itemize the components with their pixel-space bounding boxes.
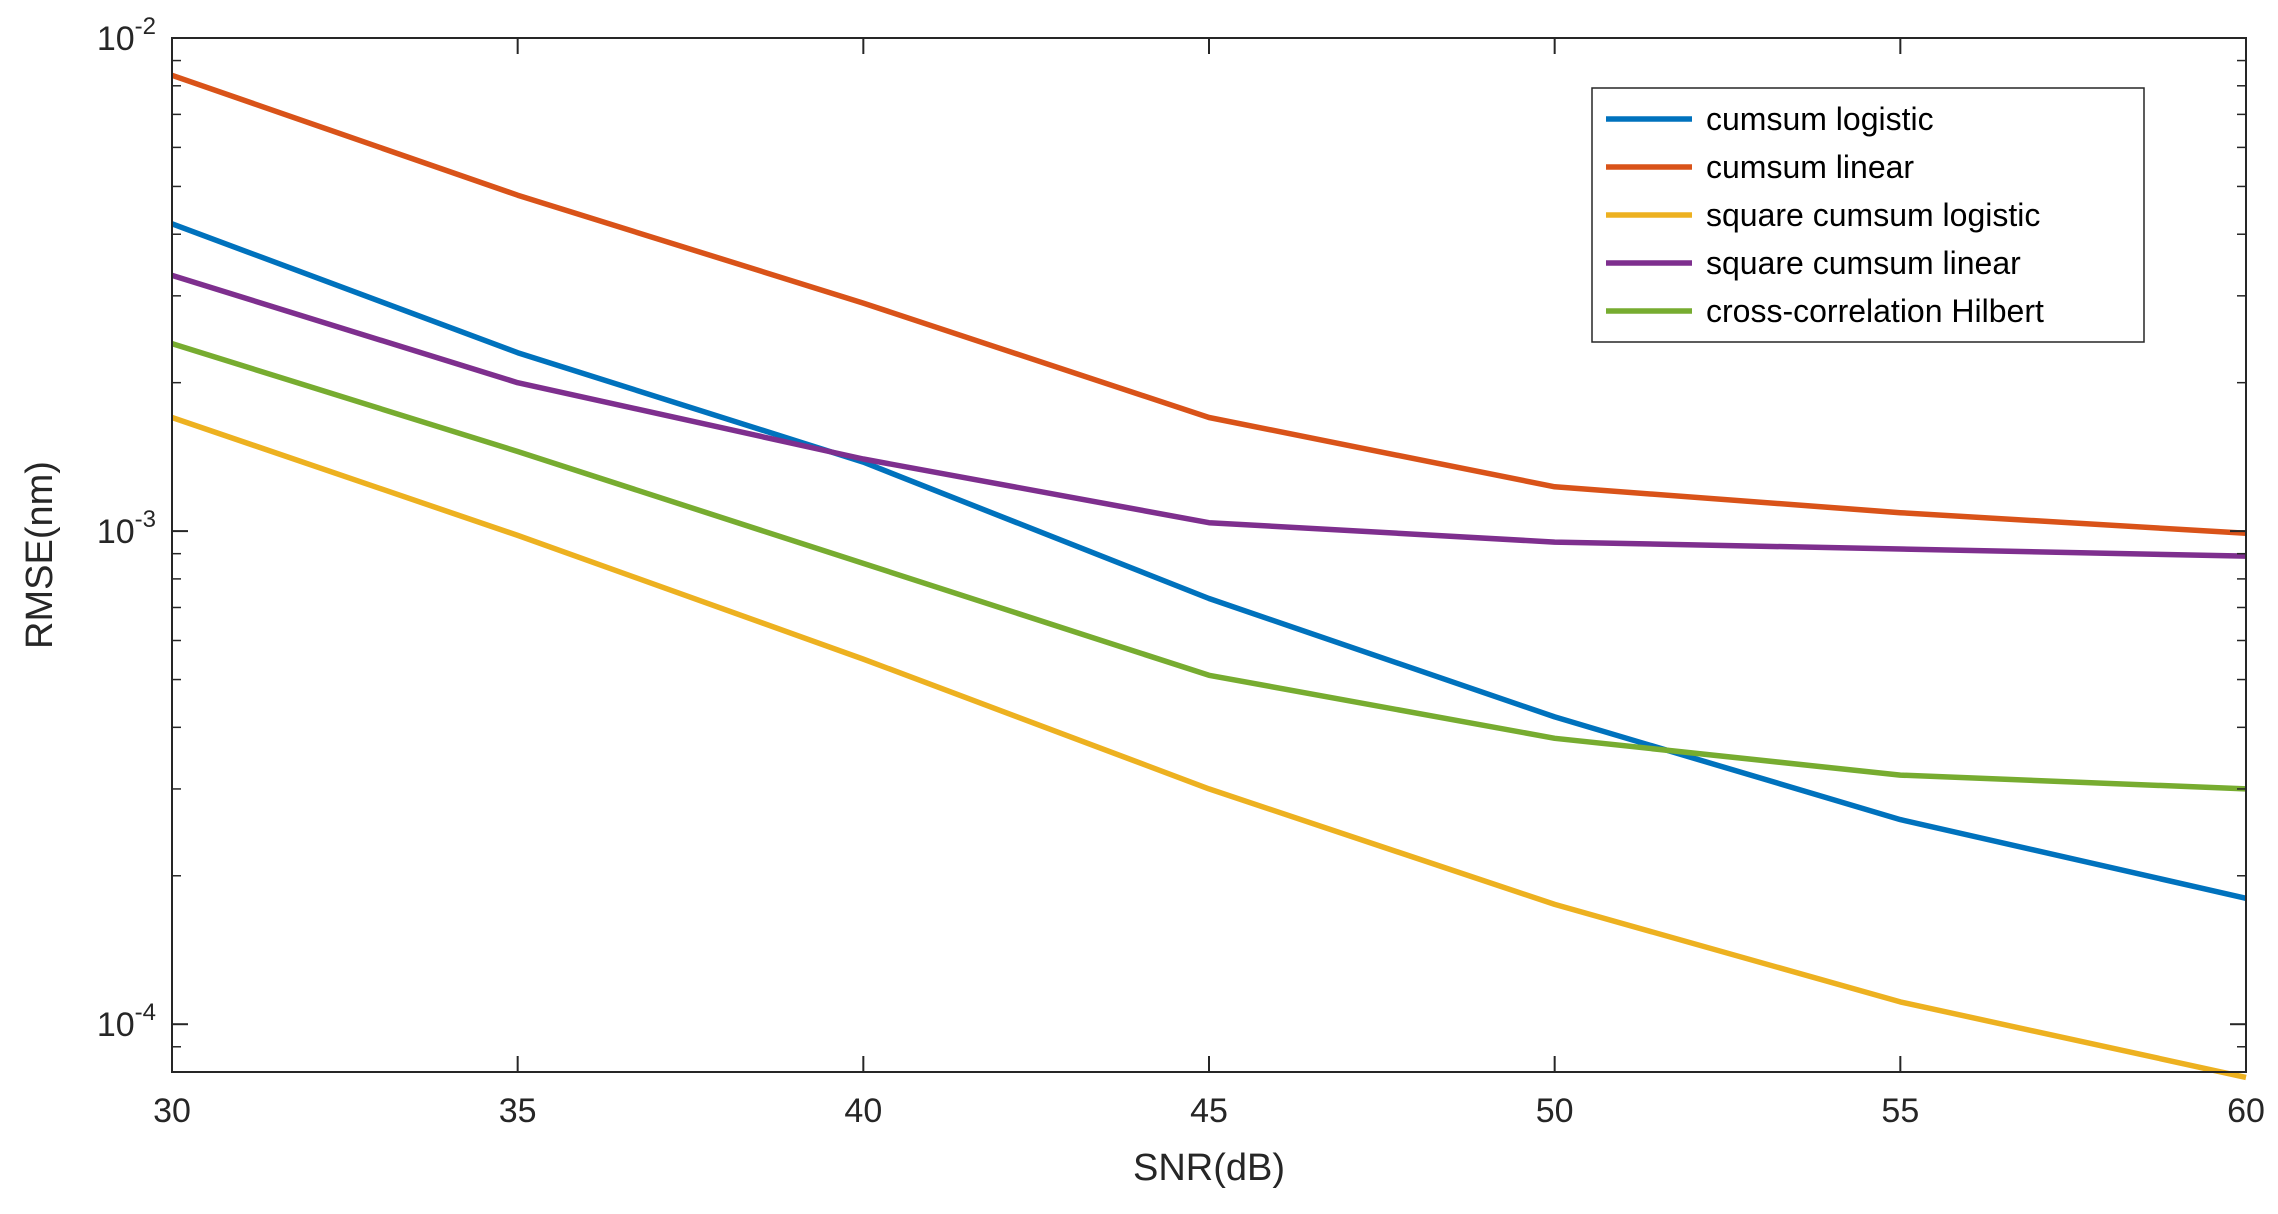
x-tick-label: 55 bbox=[1881, 1092, 1919, 1130]
x-tick-label: 45 bbox=[1190, 1092, 1228, 1130]
legend-label: cumsum linear bbox=[1706, 149, 1914, 185]
series-line-3 bbox=[171, 414, 2247, 1081]
x-tick-label: 40 bbox=[844, 1092, 882, 1130]
series-line-2 bbox=[171, 72, 2247, 537]
x-tick-label: 50 bbox=[1536, 1092, 1574, 1130]
legend-label: square cumsum logistic bbox=[1706, 197, 2040, 233]
legend-label: cross-correlation Hilbert bbox=[1706, 293, 2044, 329]
y-tick-label: 10-3 bbox=[97, 506, 156, 551]
legend-label: square cumsum linear bbox=[1706, 245, 2021, 281]
legend-label: cumsum logistic bbox=[1706, 101, 1934, 137]
x-tick-label: 60 bbox=[2227, 1092, 2265, 1130]
series-layer bbox=[171, 72, 2247, 1081]
series-line-5 bbox=[171, 340, 2247, 792]
legend: cumsum logistic cumsum linear square cumsu… bbox=[1591, 87, 2145, 343]
ticks-layer: 30 35 40 45 50 55 60 10-4 10-3 10-2 bbox=[97, 13, 2265, 1130]
x-axis-title: SNR(dB) bbox=[1133, 1147, 1285, 1189]
series-line-1 bbox=[171, 221, 2247, 901]
y-tick-label: 10-2 bbox=[97, 13, 156, 58]
y-tick-label: 10-4 bbox=[97, 999, 156, 1044]
series-line-4 bbox=[171, 272, 2247, 559]
y-axis-title: RMSE(nm) bbox=[19, 461, 61, 649]
x-tick-label: 35 bbox=[499, 1092, 537, 1130]
x-tick-label: 30 bbox=[153, 1092, 191, 1130]
